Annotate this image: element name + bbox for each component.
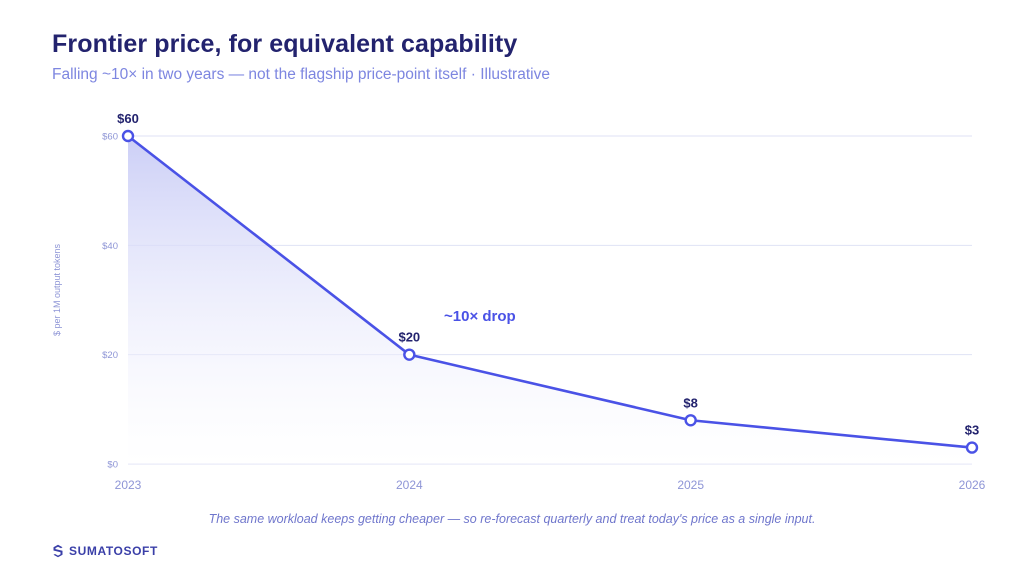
data-labels: $60 $20 $8 $3: [117, 111, 979, 438]
series-line: [126, 134, 974, 449]
sumatosoft-logo-icon: [53, 544, 63, 558]
data-label: $3: [965, 423, 979, 438]
drop-annotation: ~10× drop: [444, 308, 516, 325]
series-area: [128, 136, 972, 464]
y-tick-label: $20: [102, 350, 118, 361]
price-chart: $0 $20 $40 $60 $ per 1M output tokens $60 $2…: [52, 111, 986, 492]
chart-title: Frontier price, for equivalent capabilit…: [52, 30, 518, 58]
y-axis-label: $ per 1M output tokens: [52, 243, 62, 336]
brand-name: SUMATOSOFT: [69, 544, 158, 558]
y-tick-label: $60: [102, 132, 118, 143]
data-point: [965, 441, 979, 454]
data-label: $8: [683, 395, 697, 410]
data-label: $20: [398, 330, 420, 345]
data-point: [684, 414, 697, 427]
data-point: [403, 348, 416, 361]
y-tick-label: $0: [107, 460, 118, 471]
y-tick-label: $40: [102, 241, 118, 252]
x-tick-label: 2024: [396, 478, 423, 492]
chart-subtitle: Falling ~10× in two years — not the flag…: [52, 66, 550, 83]
series-path: [126, 134, 974, 449]
data-point: [121, 129, 135, 143]
brand-logo: SUMATOSOFT: [52, 544, 158, 558]
y-axis-ticks: $0 $20 $40 $60: [102, 132, 118, 471]
data-points: [121, 129, 979, 454]
x-tick-label: 2023: [115, 478, 142, 492]
x-tick-label: 2025: [677, 478, 704, 492]
x-axis-ticks: 2023 2024 2025 2026: [115, 478, 986, 492]
x-tick-label: 2026: [959, 478, 986, 492]
area-fill: [128, 136, 972, 464]
data-label: $60: [117, 111, 139, 126]
footnote: The same workload keeps getting cheaper …: [208, 512, 816, 526]
